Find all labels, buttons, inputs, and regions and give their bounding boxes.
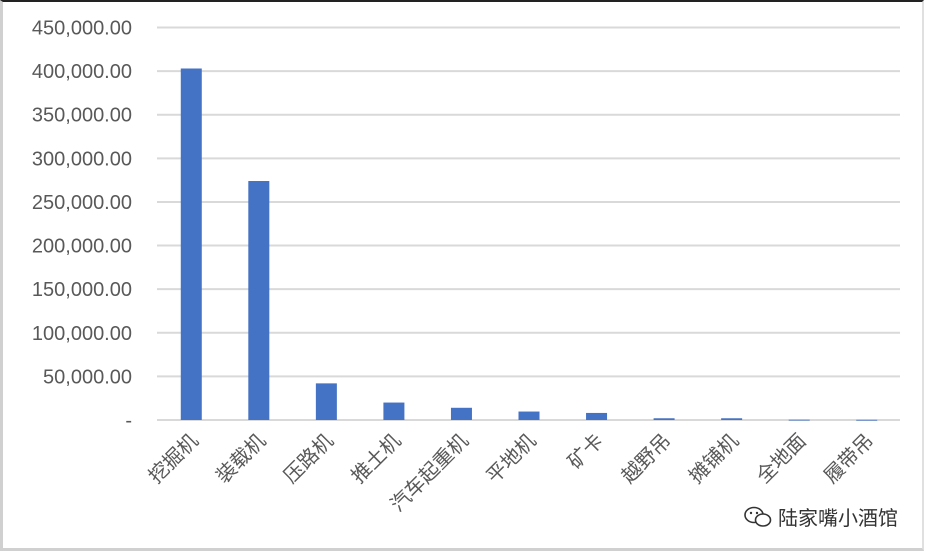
bar — [450, 407, 472, 420]
wechat-icon — [744, 506, 772, 527]
y-tick-label: 450,000.00 — [32, 18, 132, 40]
y-tick-label: 400,000.00 — [32, 61, 132, 83]
bar — [788, 419, 810, 421]
y-tick-label: - — [125, 410, 132, 432]
watermark-text: 陆家嘴小酒馆 — [778, 506, 898, 530]
bar — [653, 418, 675, 420]
y-tick-label: 100,000.00 — [32, 323, 132, 345]
y-tick-label: 250,000.00 — [32, 192, 132, 214]
x-tick-label: 履带吊 — [819, 429, 878, 488]
y-tick-label: 200,000.00 — [32, 236, 132, 258]
bar — [518, 411, 540, 420]
bar — [315, 383, 337, 420]
x-tick-label: 矿卡 — [563, 429, 608, 474]
bar — [383, 402, 405, 420]
bar — [180, 68, 202, 420]
bar — [248, 181, 270, 420]
watermark: 陆家嘴小酒馆 — [744, 502, 898, 531]
x-tick-label: 摊铺机 — [684, 429, 743, 488]
y-tick-label: 350,000.00 — [32, 105, 132, 127]
x-tick-label: 全地面 — [751, 429, 810, 488]
x-tick-label: 平地机 — [481, 429, 540, 488]
x-tick-label: 装载机 — [211, 429, 270, 488]
x-tick-label: 越野吊 — [616, 429, 675, 488]
bar — [856, 419, 878, 421]
bar — [721, 418, 743, 420]
x-tick-label: 挖掘机 — [143, 429, 202, 488]
x-tick-label: 压路机 — [279, 429, 338, 488]
y-tick-label: 50,000.00 — [43, 366, 132, 388]
y-tick-label: 150,000.00 — [32, 279, 132, 301]
bar — [586, 412, 608, 420]
x-tick-label: 推土机 — [346, 429, 405, 488]
y-tick-label: 300,000.00 — [32, 148, 132, 170]
